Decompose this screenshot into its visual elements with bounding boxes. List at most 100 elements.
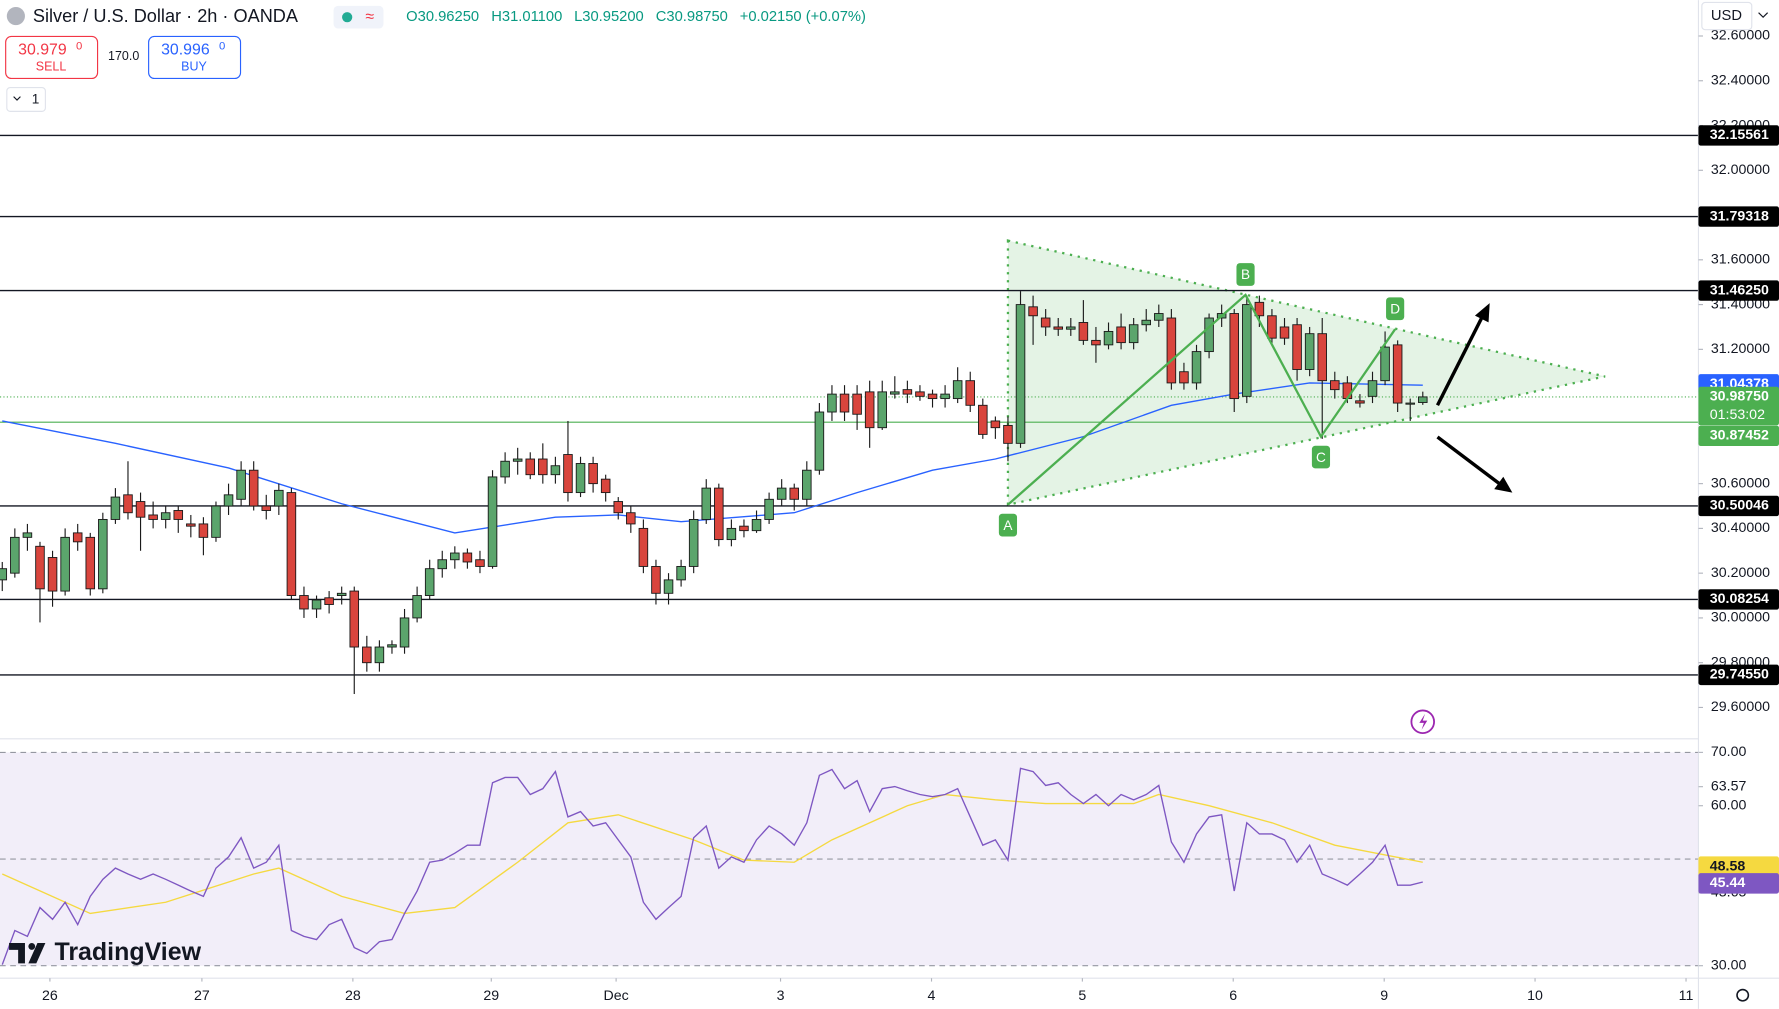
candle-body <box>299 595 309 610</box>
symbol-title[interactable]: Silver / U.S. Dollar · 2h · OANDA <box>33 6 299 26</box>
candle-body <box>22 532 33 538</box>
candle-body <box>1128 324 1139 344</box>
candle-body <box>123 494 133 514</box>
candle-body <box>864 391 875 429</box>
candle-body <box>1267 315 1277 339</box>
ohlc-close: C30.98750 <box>656 9 728 25</box>
ohlc-high: H31.01100 <box>491 9 562 25</box>
candle-body <box>890 391 900 395</box>
buy-button[interactable] <box>148 35 242 80</box>
candle-body <box>1254 301 1265 317</box>
x-tick-label: 29 <box>483 988 499 1004</box>
candle-body <box>173 510 184 520</box>
candle-body <box>1103 330 1114 346</box>
pattern-point-badge <box>1386 297 1405 321</box>
candle-body <box>399 617 410 648</box>
chevron-icon <box>13 96 21 101</box>
plot-layer: A B C D <box>0 134 1699 967</box>
candle-body <box>110 496 121 520</box>
candle-body <box>387 644 397 648</box>
candle-body <box>1179 371 1189 384</box>
arrow-head <box>1494 476 1513 493</box>
overlay-layer: USD 32.15561 31.79318 31.46250 30.50046 30.0… <box>1698 1 1779 894</box>
y-tick-label: 30.40000 <box>1711 520 1770 536</box>
arrow-head <box>1474 303 1490 323</box>
moving-average <box>2 382 1423 534</box>
y-tick-label: 32.40000 <box>1711 73 1770 89</box>
candle-body <box>72 532 83 543</box>
candle-body <box>827 393 837 413</box>
delay-icon: ≈ <box>365 8 374 25</box>
interval-toggle[interactable] <box>6 86 46 112</box>
rsi-badge-label: 45.44 <box>1710 875 1746 891</box>
level-badge <box>1698 280 1779 301</box>
level-badge-label: 31.46250 <box>1710 282 1769 298</box>
logo-dot <box>28 943 36 950</box>
pattern-point-label: B <box>1241 267 1250 282</box>
level-badge <box>1698 589 1779 610</box>
candle-body <box>35 545 45 590</box>
pattern-point-label: C <box>1316 450 1326 465</box>
candle-body <box>701 487 712 520</box>
level-badge-label: 30.08254 <box>1710 591 1769 607</box>
rsi-tick-label: 63.57 <box>1711 778 1747 794</box>
candle-body <box>776 487 787 500</box>
candle-body <box>1330 380 1340 391</box>
triangle-pattern <box>1006 239 1606 507</box>
candle-body <box>1355 400 1365 404</box>
status-badge[interactable] <box>333 5 384 29</box>
candle-body <box>915 391 925 397</box>
candle-body <box>814 411 825 471</box>
candle-body <box>1040 317 1051 328</box>
buy-price: 30.996 <box>161 41 210 58</box>
currency-button[interactable] <box>1701 1 1753 31</box>
breakout-arrow-down <box>1436 435 1504 488</box>
current-badge-label: 30.98750 <box>1710 389 1769 405</box>
candle-body <box>47 557 58 592</box>
sell-button[interactable] <box>5 35 99 80</box>
candle-body <box>1116 326 1126 344</box>
x-tick-label: 5 <box>1078 988 1086 1004</box>
rsi-tick-label: 30.00 <box>1711 957 1747 973</box>
candle-body <box>1342 382 1353 400</box>
sell-price: 30.979 <box>18 41 67 58</box>
candle-body <box>1279 326 1290 339</box>
candle-body <box>1367 380 1378 397</box>
candle-body <box>248 469 259 507</box>
candle-body <box>512 458 523 462</box>
candle-body <box>487 476 498 567</box>
buy-price-tail: 0 <box>219 41 225 53</box>
sell-label: SELL <box>36 59 67 73</box>
currency: USD <box>1711 8 1742 24</box>
pattern-point-badge <box>1236 263 1255 286</box>
logo-text: TradingView <box>54 938 201 966</box>
level-badge <box>1698 206 1779 227</box>
candle-body <box>1304 333 1315 370</box>
spread: 170.0 <box>108 49 139 63</box>
level-badge <box>1698 664 1779 686</box>
rsi-tick-label: 60.00 <box>1711 797 1747 813</box>
x-tick-label: 26 <box>42 988 58 1004</box>
candle-body <box>1003 424 1013 444</box>
candle-body <box>412 595 422 619</box>
candle-body <box>274 489 284 507</box>
settings-icon[interactable] <box>1736 988 1750 1002</box>
candle-body <box>638 527 649 567</box>
candle-body <box>739 525 749 532</box>
candle-body <box>676 565 686 581</box>
candle-body <box>978 404 988 435</box>
candle-body <box>198 523 209 538</box>
candle-body <box>60 536 70 592</box>
candle-body <box>336 592 347 596</box>
level-badge <box>1698 495 1779 517</box>
candle-body <box>1141 319 1151 326</box>
candle-body <box>852 393 862 415</box>
candle-body <box>286 492 297 596</box>
x-tick-label: 10 <box>1527 988 1543 1004</box>
candle-body <box>877 391 888 429</box>
candle-body <box>1166 317 1177 384</box>
candle-body <box>1292 324 1302 370</box>
candle-body <box>424 568 435 596</box>
